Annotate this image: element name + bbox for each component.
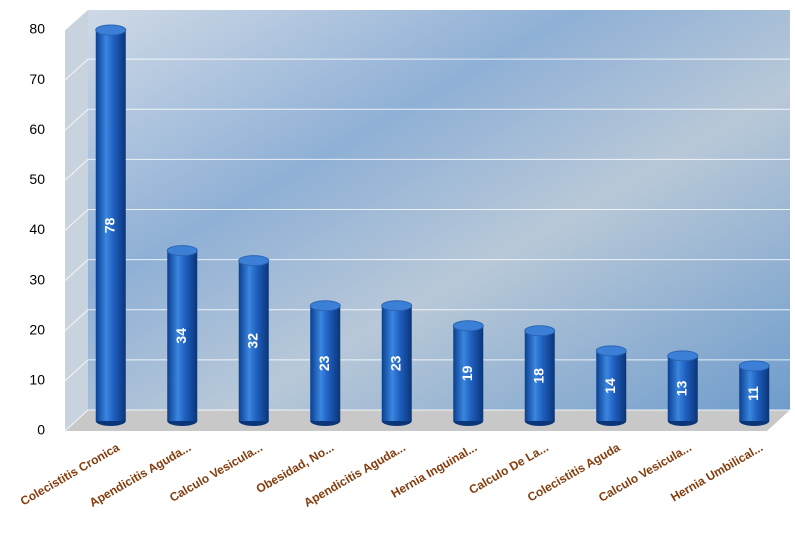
y-tick-label: 10 <box>29 372 45 388</box>
bar-top <box>309 300 341 312</box>
grid-line <box>64 409 790 432</box>
y-tick-label: 40 <box>29 221 45 237</box>
bar <box>596 350 627 421</box>
value-label: 23 <box>316 355 332 371</box>
bar <box>238 260 269 421</box>
y-tick-label: 0 <box>37 422 45 438</box>
bar <box>667 355 698 421</box>
bar-top <box>452 320 484 332</box>
grid-line <box>64 259 790 281</box>
value-label: 11 <box>745 386 761 401</box>
bar-top <box>381 300 413 312</box>
bar-top <box>738 360 770 372</box>
value-label: 14 <box>602 378 618 394</box>
bar <box>95 30 126 422</box>
value-label: 78 <box>101 218 117 234</box>
grid-line <box>64 359 790 382</box>
y-tick-label: 30 <box>29 271 45 287</box>
grid-line <box>64 8 790 31</box>
bar <box>310 305 341 421</box>
y-tick-label: 60 <box>29 121 45 137</box>
grid-line <box>64 158 790 181</box>
bar-top <box>95 24 127 36</box>
bar <box>167 250 198 421</box>
bar <box>453 325 484 421</box>
value-label: 32 <box>244 333 260 349</box>
grid-line <box>64 108 790 131</box>
bar-top <box>238 255 270 267</box>
y-tick-label: 80 <box>29 21 45 37</box>
y-tick-label: 70 <box>29 71 45 87</box>
grid-line <box>64 209 790 231</box>
value-label: 18 <box>530 368 546 384</box>
bar <box>524 330 555 421</box>
value-label: 23 <box>387 355 403 371</box>
y-tick-label: 50 <box>29 171 45 187</box>
bar-top <box>667 350 699 362</box>
grid-line <box>64 309 790 332</box>
bar <box>381 305 412 421</box>
grid-line <box>64 58 790 81</box>
value-label: 19 <box>459 365 475 381</box>
bar-top <box>166 245 198 257</box>
bar <box>739 365 770 421</box>
bar-top <box>524 325 556 337</box>
value-label: 13 <box>673 380 689 396</box>
value-label: 34 <box>173 328 189 344</box>
bar-top <box>595 345 627 357</box>
y-tick-label: 20 <box>29 321 45 337</box>
